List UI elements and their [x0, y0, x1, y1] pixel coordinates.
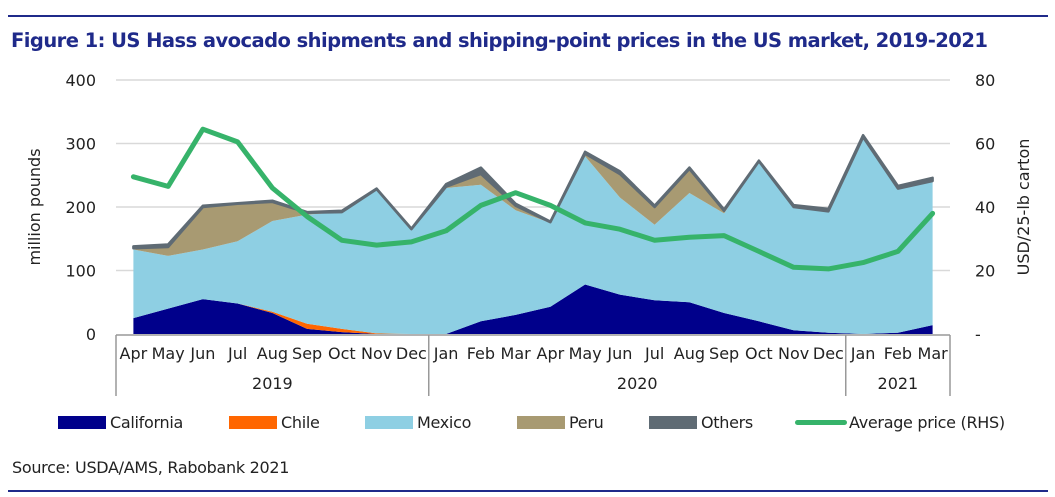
- x-tick-label: May: [569, 344, 602, 363]
- legend-swatch-mexico: [365, 416, 413, 429]
- y-tick-label: 300: [65, 135, 96, 154]
- x-tick-label: Mar: [918, 344, 949, 363]
- y2-axis-title: USD/25-lb carton: [1014, 139, 1033, 276]
- y-tick-label: 200: [65, 198, 96, 217]
- legend-label-chile: Chile: [281, 413, 320, 432]
- figure-title: Figure 1: US Hass avocado shipments and …: [11, 29, 988, 52]
- legend-label-california: California: [110, 413, 183, 432]
- x-tick-label: Apr: [120, 344, 148, 363]
- x-tick-label: Dec: [396, 344, 427, 363]
- area-mexico: [133, 137, 933, 334]
- left-axis-ticks: 0 100 200 300 400: [65, 71, 96, 344]
- x-tick-label: May: [152, 344, 185, 363]
- x-tick-label: Sep: [292, 344, 322, 363]
- x-group-label: 2019: [252, 374, 293, 393]
- legend-item-mexico: Mexico: [365, 413, 471, 432]
- legend-label-others: Others: [701, 413, 753, 432]
- legend-label-average-price: Average price (RHS): [849, 413, 1005, 432]
- x-tick-label: Aug: [674, 344, 705, 363]
- legend: California Chile Mexico Peru Others Aver…: [0, 413, 1055, 437]
- x-tick-label: Nov: [361, 344, 392, 363]
- legend-label-mexico: Mexico: [417, 413, 472, 432]
- x-tick-label: Mar: [501, 344, 532, 363]
- y2-tick-label: 80: [975, 71, 995, 90]
- y-axis-title: million pounds: [25, 148, 44, 265]
- x-tick-label: Oct: [745, 344, 773, 363]
- legend-item-average-price: Average price (RHS): [795, 413, 1005, 432]
- area-peru: [133, 137, 933, 256]
- x-tick-label: Jan: [433, 344, 459, 363]
- y2-tick-label: 40: [975, 198, 995, 217]
- x-tick-label: Oct: [328, 344, 356, 363]
- x-tick-label: Feb: [467, 344, 495, 363]
- y-tick-label: 400: [65, 71, 96, 90]
- bottom-rule: [8, 490, 1048, 492]
- x-tick-label: Apr: [537, 344, 565, 363]
- y2-tick-label: 20: [975, 262, 995, 281]
- x-group-label: 2020: [617, 374, 658, 393]
- x-tick-label: Feb: [884, 344, 912, 363]
- stacked-areas: [132, 133, 934, 334]
- area-others: [132, 133, 934, 250]
- x-tick-label: Aug: [257, 344, 288, 363]
- right-axis-ticks: - 20 40 60 80: [975, 71, 995, 344]
- y-tick-label: 100: [65, 262, 96, 281]
- legend-item-chile: Chile: [229, 413, 320, 432]
- x-tick-label: Jun: [189, 344, 215, 363]
- x-tick-label: Jul: [227, 344, 247, 363]
- legend-swatch-peru: [517, 416, 565, 429]
- legend-item-others: Others: [649, 413, 753, 432]
- y2-tick-label: 60: [975, 135, 995, 154]
- top-rule: [8, 15, 1048, 17]
- axes: [115, 334, 951, 396]
- area-california: [133, 284, 933, 334]
- line-average-price: [130, 126, 936, 272]
- legend-swatch-chile: [229, 416, 277, 429]
- legend-item-california: California: [58, 413, 183, 432]
- legend-swatch-california: [58, 416, 106, 429]
- legend-swatch-average-price: [795, 420, 847, 425]
- y-tick-label: 0: [86, 325, 96, 344]
- y2-tick-label: -: [975, 325, 981, 344]
- x-tick-label: Jan: [850, 344, 876, 363]
- x-group-label: 2021: [878, 374, 919, 393]
- price-line-group: [130, 126, 936, 272]
- x-tick-label: Nov: [778, 344, 809, 363]
- x-tick-label: Jul: [644, 344, 664, 363]
- x-axis-ticks: Apr May Jun Jul Aug Sep Oct Nov Dec Jan Feb Mar Apr M…: [120, 344, 949, 393]
- x-tick-label: Sep: [709, 344, 739, 363]
- legend-item-peru: Peru: [517, 413, 604, 432]
- legend-swatch-others: [649, 416, 697, 429]
- legend-label-peru: Peru: [569, 413, 604, 432]
- x-tick-label: Dec: [813, 344, 844, 363]
- source-note: Source: USDA/AMS, Rabobank 2021: [12, 458, 290, 477]
- x-tick-label: Jun: [606, 344, 632, 363]
